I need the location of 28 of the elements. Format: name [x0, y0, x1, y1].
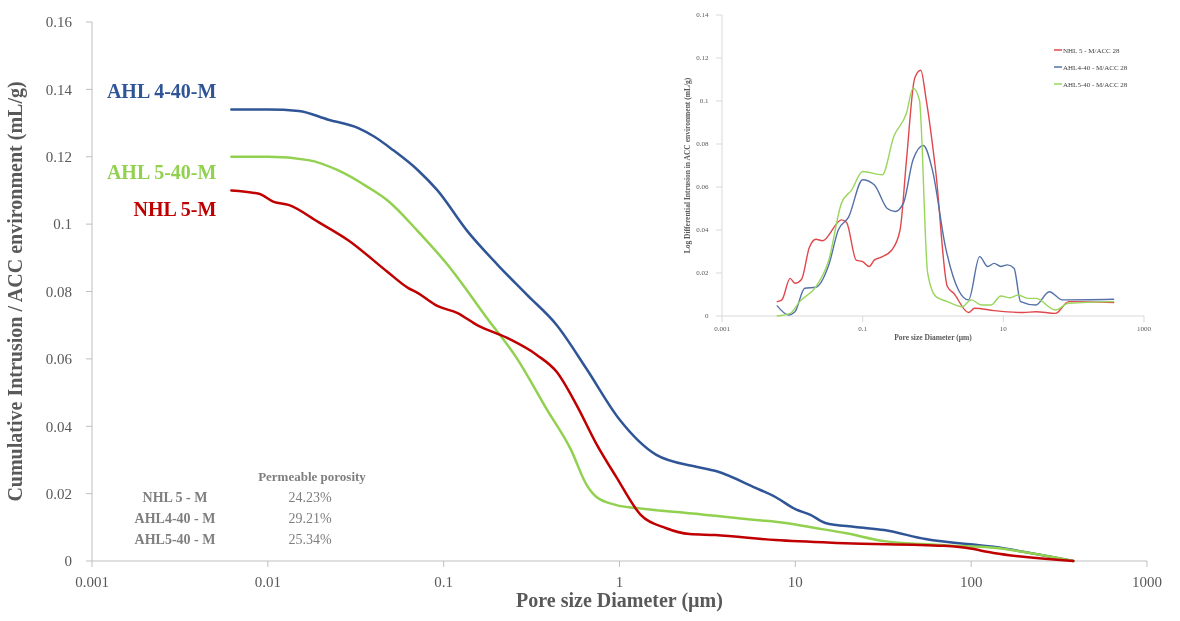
x-tick-label: 10 [787, 573, 803, 590]
y-tick-label: 0.02 [45, 485, 72, 502]
x-tick-label: 100 [959, 573, 983, 590]
y-tick-label: 0.14 [45, 81, 73, 98]
y-tick-label: 0.16 [45, 14, 73, 31]
annotation: 25.34% [288, 532, 332, 547]
series-label: AHL 5-40-M [106, 160, 217, 183]
x-tick-label: 0.01 [254, 573, 281, 590]
series-label: NHL 5-M [133, 198, 217, 221]
annotation: Permeable porosity [258, 469, 367, 484]
annotation: NHL 5 - M [142, 490, 208, 505]
y-tick-label: 0.1 [53, 216, 72, 233]
y-tick-label: 0.08 [45, 283, 72, 300]
y-tick-label: 0.12 [45, 149, 72, 165]
y-tick-label: 0.04 [45, 418, 73, 435]
x-tick-label: 1 [615, 573, 624, 590]
y-axis-title: Cumulative Intrusion / ACC environment (mL/g) [4, 81, 27, 502]
x-tick-label: 1000 [1132, 573, 1162, 590]
annotation: AHL4-40 - M [134, 511, 216, 526]
y-tick-label: 0 [64, 553, 72, 570]
x-tick-label: 0.001 [75, 573, 109, 590]
y-tick-label: 0.06 [45, 351, 73, 368]
x-tick-label: 0.1 [434, 573, 454, 590]
annotation: 24.23% [288, 490, 332, 505]
annotation: AHL5-40 - M [134, 532, 216, 547]
x-axis-title: Pore size Diameter (µm) [516, 589, 723, 612]
series-label: AHL 4-40-M [106, 79, 217, 102]
annotation: 29.21% [288, 511, 332, 526]
